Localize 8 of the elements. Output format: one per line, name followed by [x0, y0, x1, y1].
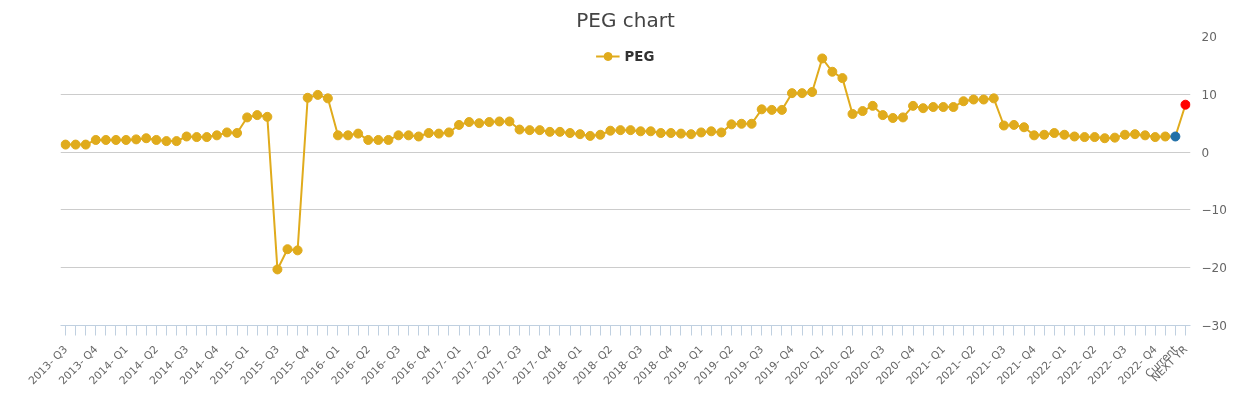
legend-label: PEG	[624, 48, 655, 64]
y-tick-label: −30	[1201, 319, 1227, 333]
y-tick-label: −20	[1201, 261, 1227, 276]
y-tick-label: 10	[1201, 87, 1217, 102]
y-tick-label: −10	[1201, 203, 1227, 218]
y-tick-label: 20	[1201, 30, 1217, 44]
y-tick-label: 0	[1201, 145, 1210, 160]
chart-title: PEG chart	[576, 7, 675, 32]
